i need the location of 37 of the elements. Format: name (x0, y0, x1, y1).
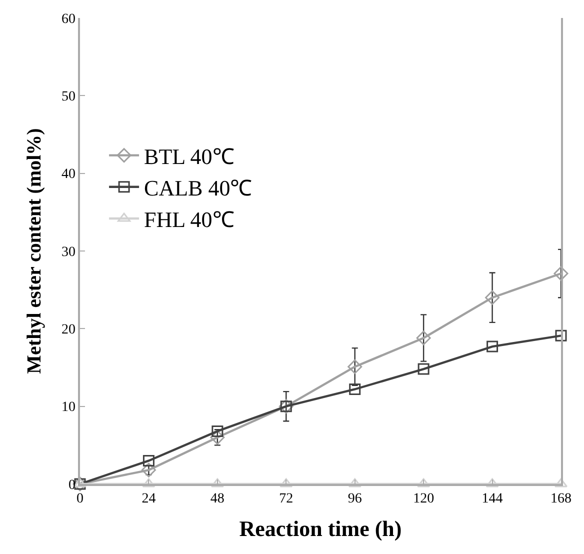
point (417, 478, 430, 488)
point (348, 478, 362, 488)
point (212, 425, 224, 437)
y-tick-label: 50 (61, 90, 76, 105)
y-tick-label: 30 (61, 244, 76, 260)
x-tick-label: 48 (210, 492, 224, 507)
point (142, 454, 154, 466)
y-tick-label: 20 (61, 322, 76, 338)
point (418, 363, 430, 375)
y-tick-label: 40 (61, 167, 76, 182)
point (416, 330, 431, 346)
y-axis-title: Methyl ester content (mol%) (23, 128, 46, 374)
x-tick-label: 120 (413, 492, 434, 507)
x-tick-label: 168 (550, 492, 572, 507)
legend-label: CALB 40℃ (144, 175, 252, 200)
point (280, 478, 293, 488)
x-tick-label: 72 (279, 492, 294, 507)
legend-label: FHL 40℃ (144, 207, 234, 232)
point (210, 430, 225, 445)
y-tick-label: 60 (61, 12, 76, 27)
point (349, 384, 361, 395)
point (486, 340, 498, 352)
point (555, 330, 567, 342)
x-tick-label: 96 (348, 492, 362, 507)
point (141, 462, 156, 478)
x-axis-title: Reaction time (h) (239, 516, 402, 541)
point (348, 359, 362, 374)
x-tick-label: 24 (142, 492, 156, 507)
point (554, 266, 568, 281)
y-tick-label: 0 (68, 478, 76, 493)
x-tick-label: 144 (482, 492, 503, 507)
point (210, 478, 224, 488)
point (486, 478, 499, 488)
y-tick-label: 10 (61, 400, 76, 416)
point (485, 290, 500, 305)
point (142, 478, 156, 488)
legend-label: BTL 40℃ (144, 144, 234, 169)
